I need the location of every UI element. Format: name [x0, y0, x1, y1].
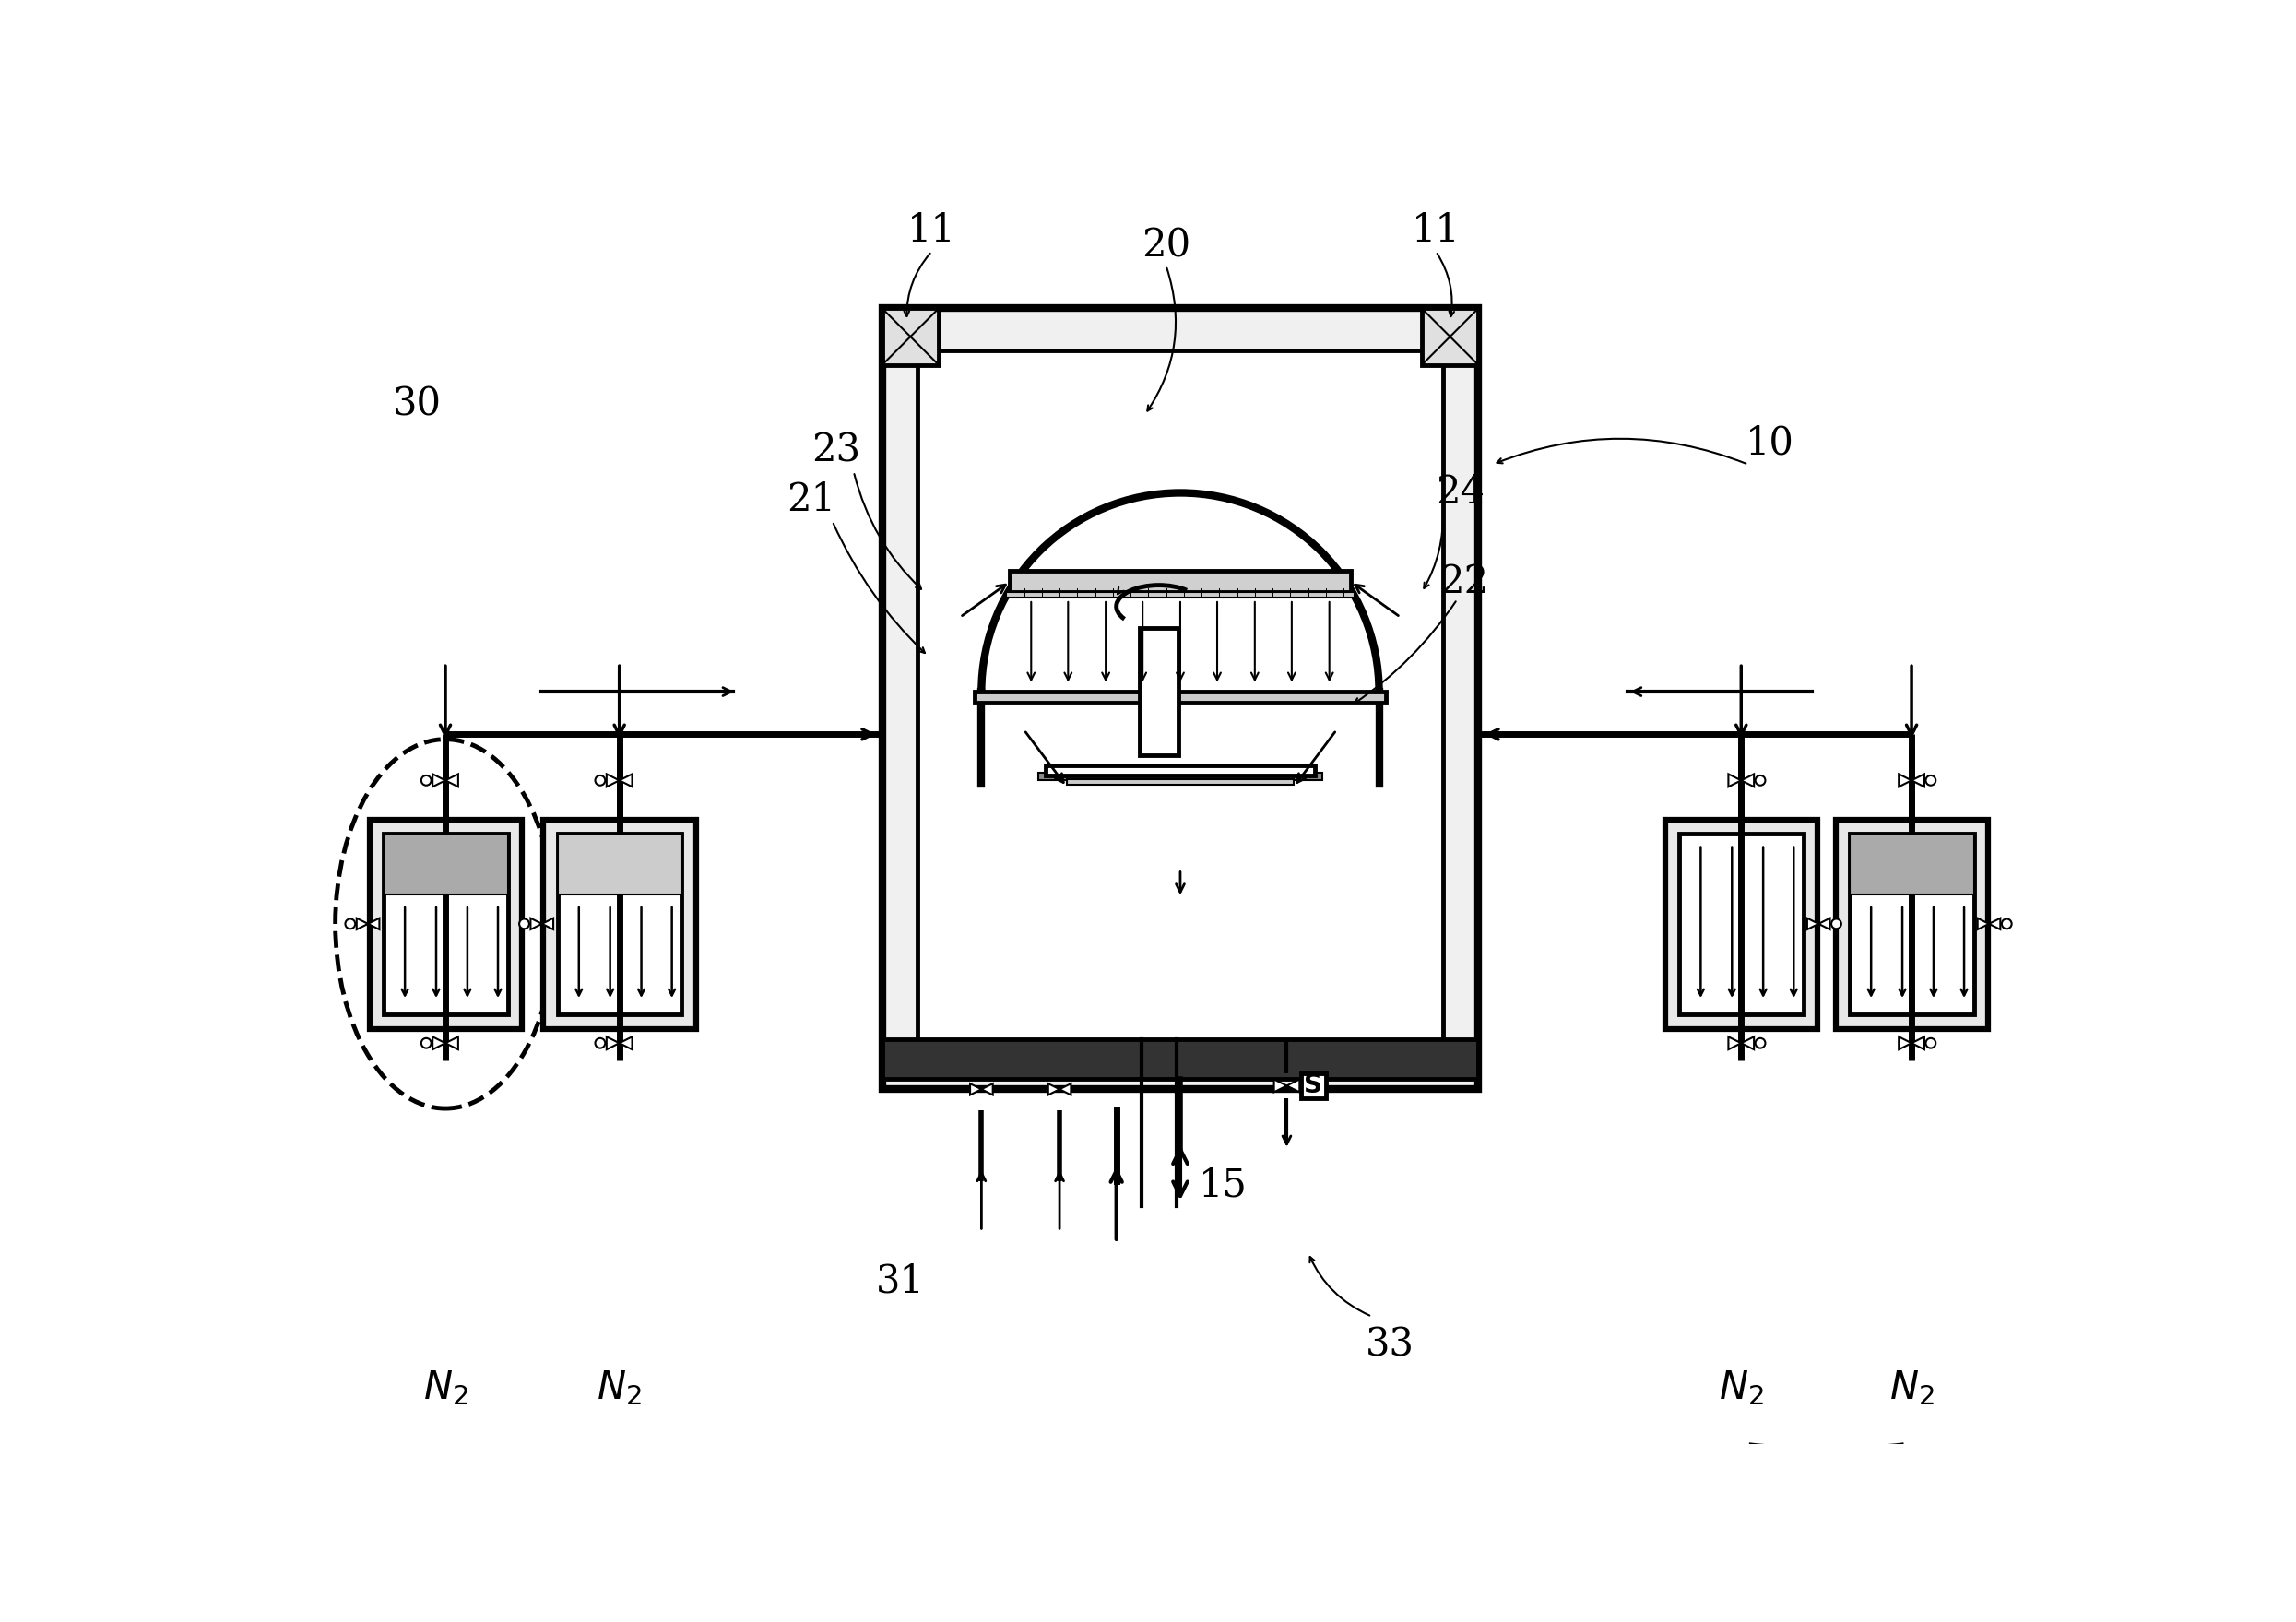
Text: S: S — [1304, 1072, 1322, 1098]
Text: 20: 20 — [1141, 227, 1192, 264]
Text: 10: 10 — [1745, 423, 1793, 462]
Polygon shape — [1899, 774, 1913, 787]
Circle shape — [1832, 920, 1841, 929]
Polygon shape — [1274, 1079, 1286, 1092]
Bar — [1851, 834, 1975, 1015]
Polygon shape — [1049, 1083, 1058, 1095]
Polygon shape — [1807, 918, 1818, 929]
Bar — [1421, 308, 1479, 365]
Bar — [1678, 834, 1805, 1015]
Text: $N_2$: $N_2$ — [1720, 1367, 1763, 1406]
Polygon shape — [445, 774, 459, 787]
Bar — [558, 834, 682, 894]
Polygon shape — [1988, 918, 2000, 929]
Text: $N_2$: $N_2$ — [1890, 1367, 1933, 1406]
Polygon shape — [1058, 1083, 1070, 1095]
Bar — [383, 834, 507, 894]
Polygon shape — [367, 918, 379, 929]
Bar — [370, 819, 521, 1028]
Text: 15: 15 — [1199, 1166, 1247, 1205]
Circle shape — [1926, 775, 1936, 785]
Polygon shape — [980, 1083, 992, 1095]
Polygon shape — [542, 918, 553, 929]
Polygon shape — [1913, 1036, 1924, 1049]
Text: 22: 22 — [1440, 563, 1488, 602]
Polygon shape — [1913, 774, 1924, 787]
Circle shape — [420, 1038, 432, 1048]
Polygon shape — [432, 1036, 445, 1049]
Text: 11: 11 — [907, 211, 955, 250]
Text: 21: 21 — [788, 480, 836, 519]
Circle shape — [519, 920, 528, 929]
Circle shape — [344, 920, 356, 929]
Polygon shape — [971, 1083, 980, 1095]
Bar — [558, 834, 682, 1015]
Text: 33: 33 — [1366, 1325, 1414, 1364]
Polygon shape — [1729, 774, 1740, 787]
Text: 11: 11 — [1412, 211, 1460, 250]
Bar — [882, 308, 1479, 1090]
Polygon shape — [1286, 1079, 1300, 1092]
Bar — [1045, 766, 1316, 775]
Bar — [383, 834, 507, 1015]
Bar — [918, 350, 1442, 1046]
Bar — [882, 1040, 1479, 1079]
Polygon shape — [356, 918, 367, 929]
Text: $N_2$: $N_2$ — [597, 1367, 643, 1406]
Circle shape — [1926, 1038, 1936, 1048]
Polygon shape — [1818, 918, 1830, 929]
Polygon shape — [1740, 774, 1754, 787]
Bar — [1139, 628, 1178, 756]
Circle shape — [595, 775, 606, 785]
Circle shape — [1756, 1038, 1766, 1048]
Bar — [1068, 779, 1295, 785]
Bar — [544, 819, 696, 1028]
Polygon shape — [606, 774, 620, 787]
Polygon shape — [445, 1036, 459, 1049]
Bar — [1010, 571, 1350, 592]
Bar — [882, 308, 939, 365]
Bar — [1835, 819, 1988, 1028]
Circle shape — [420, 775, 432, 785]
Polygon shape — [620, 1036, 631, 1049]
Circle shape — [1756, 775, 1766, 785]
Text: 23: 23 — [810, 431, 861, 470]
Bar — [1006, 592, 1355, 599]
Text: 24: 24 — [1437, 474, 1486, 513]
Polygon shape — [530, 918, 542, 929]
Bar — [1038, 772, 1322, 780]
Polygon shape — [1977, 918, 1988, 929]
Polygon shape — [432, 774, 445, 787]
Polygon shape — [1899, 1036, 1913, 1049]
Bar — [1665, 819, 1818, 1028]
Bar — [1302, 1074, 1325, 1098]
Polygon shape — [1740, 1036, 1754, 1049]
Polygon shape — [1729, 1036, 1740, 1049]
Text: $N_2$: $N_2$ — [422, 1367, 468, 1406]
Bar — [1851, 834, 1975, 894]
Polygon shape — [606, 1036, 620, 1049]
Bar — [974, 691, 1387, 702]
Text: 31: 31 — [875, 1262, 925, 1301]
Circle shape — [595, 1038, 606, 1048]
Text: 30: 30 — [393, 384, 441, 423]
Polygon shape — [620, 774, 631, 787]
Circle shape — [2002, 920, 2011, 929]
